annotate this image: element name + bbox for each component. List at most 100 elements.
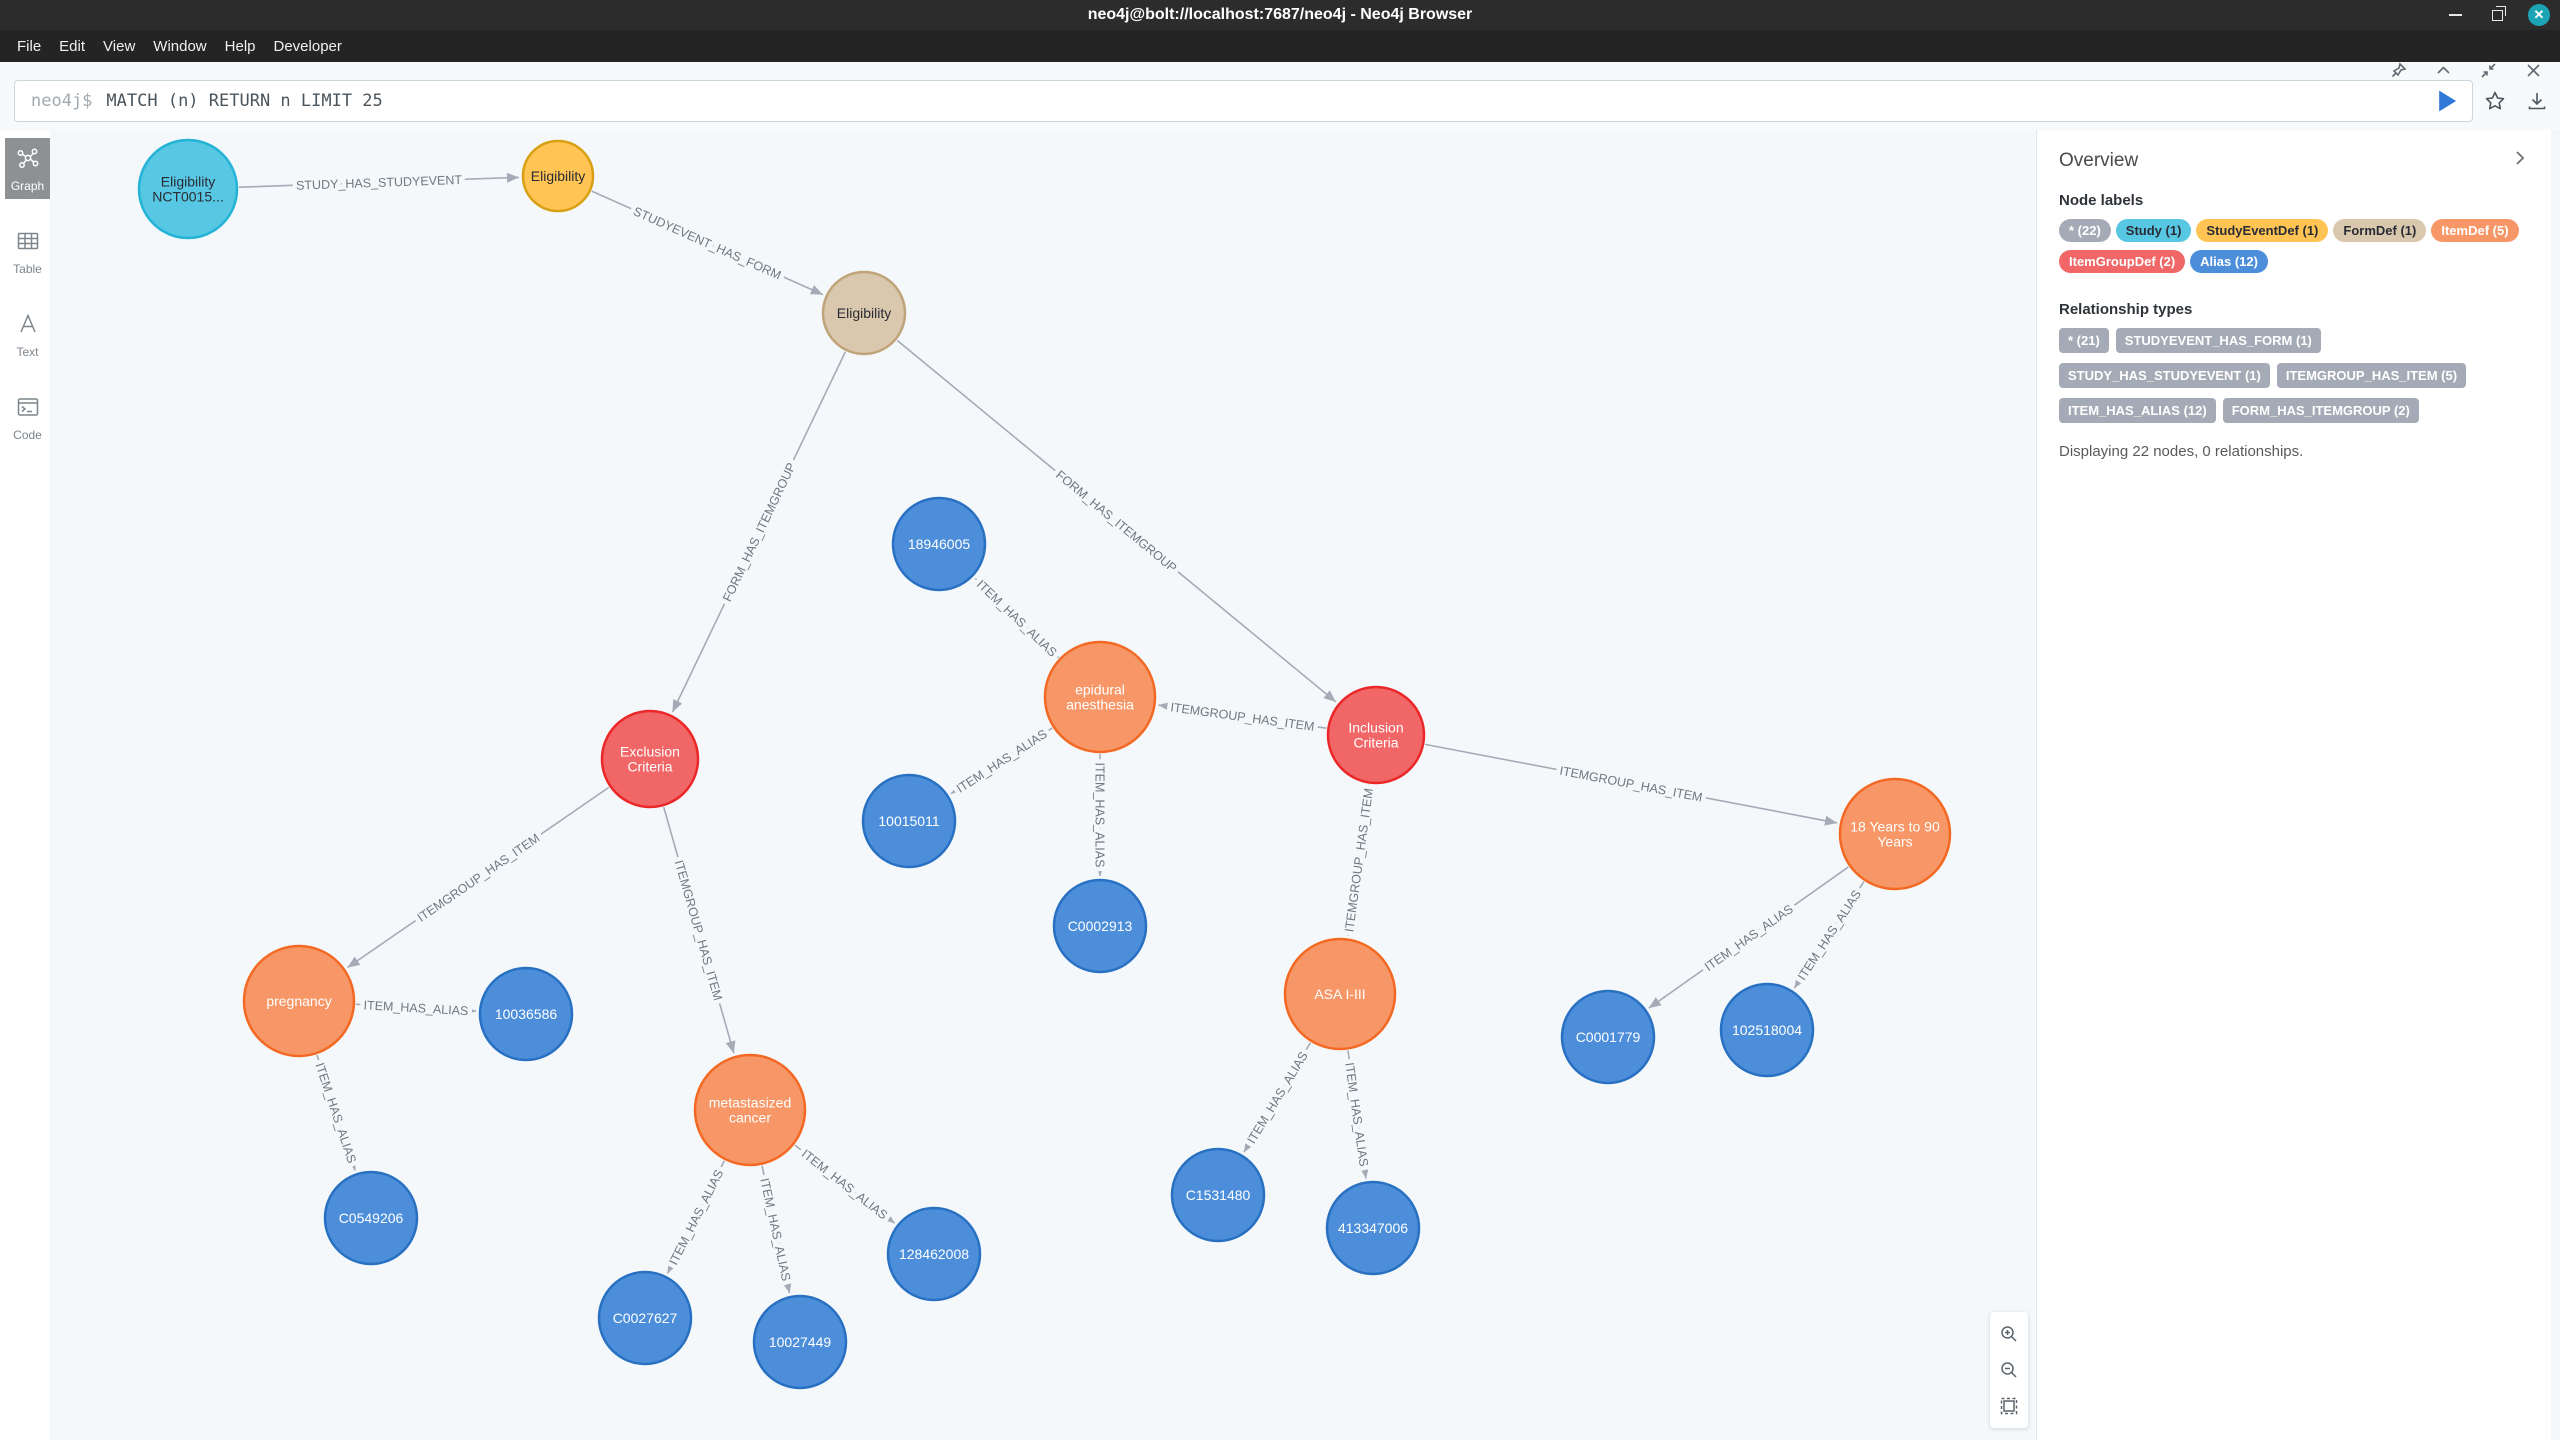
graph-node-c0549206[interactable]: C0549206 [323,1170,419,1266]
graph-canvas[interactable]: STUDY_HAS_STUDYEVENT STUDYEVENT_HAS_FORM F… [50,130,2036,1440]
relationship-type-chip[interactable]: ITEMGROUP_HAS_ITEM (5) [2276,363,2467,388]
download-button[interactable] [2526,90,2548,112]
menu-view[interactable]: View [103,37,136,55]
menu-file[interactable]: File [17,37,42,55]
graph-node-10015011[interactable]: 10015011 [861,773,957,869]
graph-edge-item_has_alias[interactable]: ITEM_HAS_ALIAS [950,722,1055,800]
maximize-button[interactable] [2486,4,2508,26]
graph-node-c0001779[interactable]: C0001779 [1560,989,1656,1085]
titlebar: neo4j@bolt://localhost:7687/neo4j - Neo4… [0,0,2560,30]
edge-label: ITEMGROUP_HAS_ITEM [1342,787,1376,933]
sidebar-item-table[interactable]: Table [5,221,50,282]
node-label: ASA I-III [1314,986,1365,1002]
graph-node-18946005[interactable]: 18946005 [891,496,987,592]
graph-node-18-years-to-90-years[interactable]: 18 Years to 90 Years [1838,777,1952,891]
graph-node-eligibility[interactable]: Eligibility [521,139,595,213]
graph-edge-itemgroup_has_item[interactable]: ITEMGROUP_HAS_ITEM [347,786,610,969]
graph-edge-item_has_alias[interactable]: ITEM_HAS_ALIAS [1088,754,1111,876]
graph-node-102518004[interactable]: 102518004 [1719,982,1815,1078]
graph-edge-item_has_alias[interactable]: ITEM_HAS_ALIAS [1240,1042,1315,1153]
pin-icon[interactable] [2390,62,2407,79]
favorite-button[interactable] [2484,90,2506,112]
node-label-pill[interactable]: StudyEventDef (1) [2196,219,2329,242]
zoom-out-button[interactable] [1990,1352,2028,1388]
node-label-pill[interactable]: ItemDef (5) [2431,219,2519,242]
graph-node-metastasized-cancer[interactable]: metastasized cancer [693,1053,807,1167]
relationship-types-heading: Relationship types [2059,301,2193,318]
menu-developer[interactable]: Developer [273,37,342,55]
graph-edge-form_has_itemgroup[interactable]: FORM_HAS_ITEMGROUP [671,351,847,713]
node-label: Inclusion Criteria [1348,720,1403,751]
graph-node-inclusion-criteria[interactable]: Inclusion Criteria [1326,685,1426,785]
edge-label: FORM_HAS_ITEMGROUP [720,461,798,604]
table-view-icon [17,232,38,250]
graph-node-epidural-anesthesia[interactable]: epidural anesthesia [1043,640,1157,754]
graph-node-c0002913[interactable]: C0002913 [1052,878,1148,974]
run-query-button[interactable] [2434,88,2460,114]
graph-edge-item_has_alias[interactable]: ITEM_HAS_ALIAS [753,1165,798,1294]
editor-query-input[interactable]: MATCH (n) RETURN n LIMIT 25 [106,91,383,111]
edge-label: ITEM_HAS_ALIAS [799,1147,890,1223]
graph-edge-item_has_alias[interactable]: ITEM_HAS_ALIAS [308,1054,363,1171]
graph-node-eligibility[interactable]: Eligibility [821,270,907,356]
edge-label: FORM_HAS_ITEMGROUP [1053,468,1179,576]
sidebar-item-code[interactable]: Code [5,387,50,448]
panel-scrollbar[interactable] [2551,130,2560,1440]
relationship-type-chip[interactable]: STUDY_HAS_STUDYEVENT (1) [2059,363,2270,388]
graph-node-128462008[interactable]: 128462008 [886,1206,982,1302]
node-label-pill[interactable]: Alias (12) [2190,250,2268,273]
minimize-button[interactable] [2444,4,2466,26]
relationship-type-chip[interactable]: ITEM_HAS_ALIAS (12) [2059,398,2216,423]
graph-node-pregnancy[interactable]: pregnancy [242,944,356,1058]
graph-node-10027449[interactable]: 10027449 [752,1294,848,1390]
node-label: 10027449 [769,1334,832,1350]
graph-node-eligibility-nct0015-[interactable]: Eligibility NCT0015... [137,138,239,240]
graph-edge-item_has_alias[interactable]: ITEM_HAS_ALIAS [969,573,1064,664]
graph-edge-itemgroup_has_item[interactable]: ITEMGROUP_HAS_ITEM [662,806,736,1054]
menu-edit[interactable]: Edit [59,37,86,55]
graph-node-asa-i-iii[interactable]: ASA I-III [1283,937,1397,1051]
close-frame-icon[interactable] [2525,62,2542,79]
cypher-editor[interactable]: neo4j$ MATCH (n) RETURN n LIMIT 25 [14,80,2473,122]
relationship-type-chip[interactable]: * (21) [2059,328,2109,353]
close-button[interactable]: ✕ [2528,4,2550,26]
node-label-pill[interactable]: * (22) [2059,219,2111,242]
download-icon [2528,93,2546,110]
sidebar-item-graph[interactable]: Graph [5,138,50,199]
menu-window[interactable]: Window [153,37,207,55]
shrink-icon[interactable] [2480,62,2497,79]
menu-help[interactable]: Help [224,37,256,55]
edge-label: STUDYEVENT_HAS_FORM [631,204,783,282]
sidebar-item-text[interactable]: Text [5,304,50,365]
edge-label: ITEMGROUP_HAS_ITEM [672,859,725,1002]
graph-edge-item_has_alias[interactable]: ITEM_HAS_ALIAS [794,1142,896,1227]
graph-edge-item_has_alias[interactable]: ITEM_HAS_ALIAS [1338,1050,1375,1179]
maximize-icon [2491,5,2506,21]
graph-node-c1531480[interactable]: C1531480 [1170,1147,1266,1243]
graph-edge-studyevent_has_form[interactable]: STUDYEVENT_HAS_FORM [591,190,824,296]
graph-edge-itemgroup_has_item[interactable]: ITEMGROUP_HAS_ITEM [1338,783,1381,938]
node-label-pill[interactable]: FormDef (1) [2333,219,2427,242]
zoom-in-button[interactable] [1990,1316,2028,1352]
graph-edge-study_has_studyevent[interactable]: STUDY_HAS_STUDYEVENT [238,168,520,197]
relationship-type-chip[interactable]: FORM_HAS_ITEMGROUP (2) [2222,398,2419,423]
graph-node-exclusion-criteria[interactable]: Exclusion Criteria [600,709,700,809]
graph-edge-item_has_alias[interactable]: ITEM_HAS_ALIAS [355,994,477,1023]
node-label: 10036586 [495,1006,558,1022]
node-label-pill[interactable]: ItemGroupDef (2) [2059,250,2186,273]
graph-edge-itemgroup_has_item[interactable]: ITEMGROUP_HAS_ITEM [1158,696,1327,738]
node-label: C1531480 [1186,1187,1251,1203]
graph-node-10036586[interactable]: 10036586 [478,966,574,1062]
graph-node-c0027627[interactable]: C0027627 [597,1270,693,1366]
zoom-fit-button[interactable] [1990,1388,2028,1424]
collapse-panel-button[interactable] [2512,150,2536,171]
graph-node-413347006[interactable]: 413347006 [1325,1180,1421,1276]
result-status: Displaying 22 nodes, 0 relationships. [2059,443,2304,460]
node-label-pill[interactable]: Study (1) [2115,219,2192,242]
graph-edge-itemgroup_has_item[interactable]: ITEMGROUP_HAS_ITEM [1424,743,1838,826]
relationship-type-chip[interactable]: STUDYEVENT_HAS_FORM (1) [2115,328,2321,353]
collapse-up-icon[interactable] [2435,62,2452,79]
node-label: C0027627 [613,1310,678,1326]
node-label: 18 Years to 90 Years [1850,819,1940,850]
graph-edge-item_has_alias[interactable]: ITEM_HAS_ALIAS [662,1160,731,1274]
